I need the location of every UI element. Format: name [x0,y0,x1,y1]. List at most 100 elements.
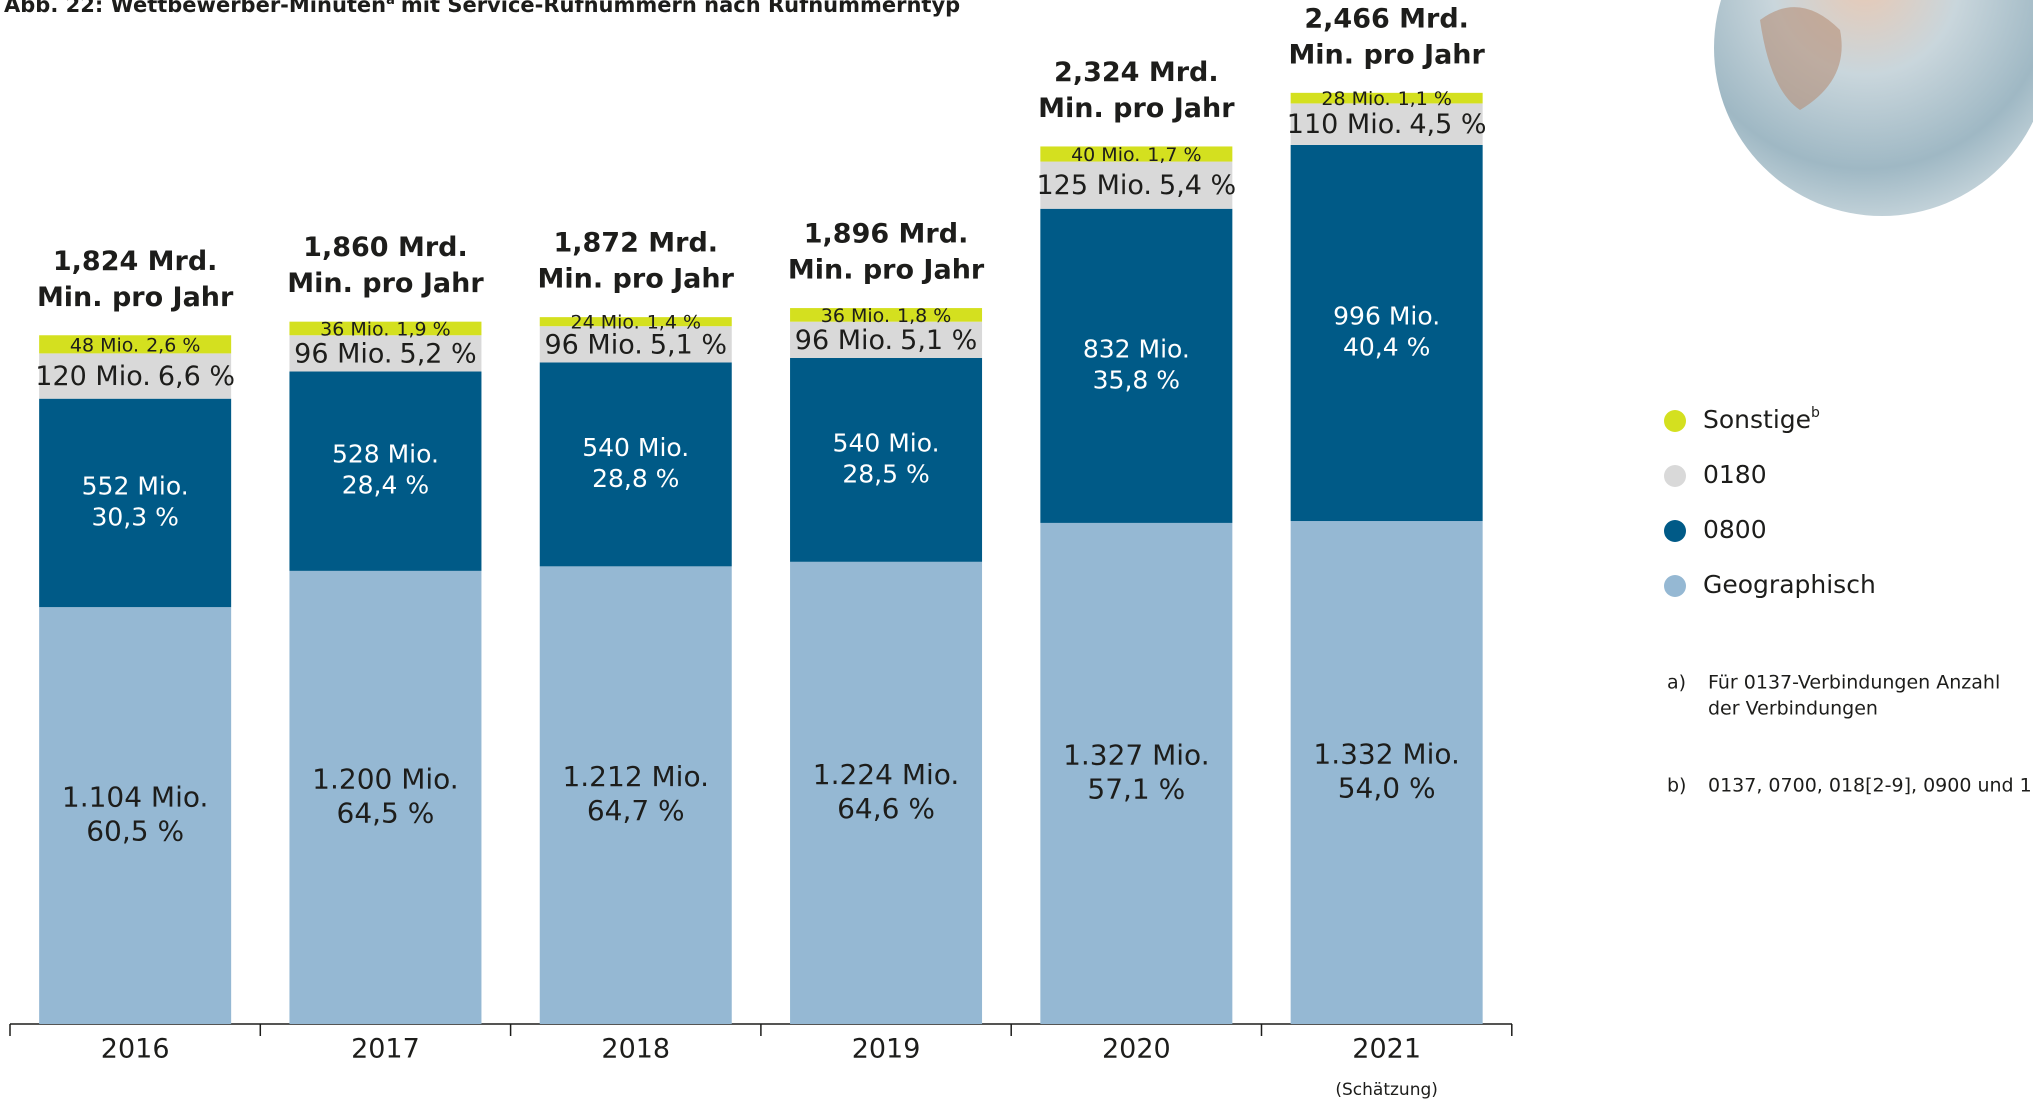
x-tick-label: 2017 [351,1034,420,1065]
segment-share-label: 5,1 % [650,329,727,360]
segment-value-label: 528 Mio. [332,440,439,469]
segment-share-label: 60,5 % [86,815,184,848]
segment-label: 120 Mio.6,6 % [35,361,235,392]
title-sup: a [386,0,395,8]
segment-share-label: 5,1 % [900,324,977,355]
segment-label: 24 Mio. 1,4 % [570,311,701,333]
segment-share-label: 1,8 % [897,304,951,326]
segment-label: 40 Mio. 1,7 % [1071,144,1202,166]
segment-share-label: 5,2 % [400,338,477,369]
legend-swatch [1664,520,1686,542]
segment-share-label: 1,7 % [1147,144,1201,166]
segment-share-label: 64,7 % [587,794,685,827]
segment-share-label: 6,6 % [158,361,235,392]
segment-value-label: 110 Mio. [1287,109,1403,140]
segment-value-label: 96 Mio. [544,329,642,360]
total-label: 1,896 Mrd. [804,219,969,250]
segment-share-label: 1,9 % [396,318,450,340]
segment-value-label: 125 Mio. [1036,170,1152,201]
segment-value-label: 96 Mio. [795,324,893,355]
segment-share-label: 4,5 % [1409,109,1486,140]
total-label: 2,324 Mrd. [1054,57,1219,88]
legend-name: 0800 [1703,515,1767,544]
segment-value-label: 1.212 Mio. [562,760,709,793]
segment-value-label: 996 Mio. [1333,301,1440,330]
total-label: 1,872 Mrd. [553,228,718,259]
legend-swatch [1664,410,1686,432]
legend-label: 0800 [1703,515,1767,544]
segment-value-label: 36 Mio. [821,304,890,326]
segment-label: 28 Mio. 1,1 % [1321,88,1452,110]
total-unit: Min. pro Jahr [37,282,234,313]
segment-value-label: 540 Mio. [582,433,689,462]
total-unit: Min. pro Jahr [287,268,484,299]
segment-value-label: 540 Mio. [833,428,940,457]
segment-share-label: 30,3 % [91,502,178,531]
x-tick-label: 2018 [601,1034,670,1065]
legend-label: Sonstigeb [1703,405,1820,434]
legend-sup: b [1811,405,1820,421]
total-label: 1,860 Mrd. [303,232,468,263]
segment-share-label: 28,4 % [342,471,429,500]
legend-swatch [1664,465,1686,487]
segment-value-label: 24 Mio. [570,311,639,333]
segment-label: 96 Mio.5,1 % [795,324,978,355]
segment-share-label: 28,8 % [592,464,679,493]
segment-value-label: 1.104 Mio. [62,781,209,814]
segment-share-label: 2,6 % [146,334,200,356]
segment-share-label: 35,8 % [1093,365,1180,394]
segment-label: 48 Mio. 2,6 % [70,334,201,356]
segment-value-label: 36 Mio. [320,318,389,340]
segment-share-label: 64,6 % [837,792,935,825]
footnote-text: 0137, 0700, 018[2-9], 0900 und 118 [1708,775,2033,797]
segment-value-label: 48 Mio. [70,334,139,356]
segment-share-label: 40,4 % [1343,332,1430,361]
total-label: 2,466 Mrd. [1304,3,1469,34]
segment-value-label: 1.200 Mio. [312,762,459,795]
segment-value-label: 120 Mio. [35,361,151,392]
chart: Abb. 22: Wettbewerber-Minutena mit Servic… [0,0,2033,1099]
photo [1714,0,2033,216]
segment-value-label: 96 Mio. [294,338,392,369]
segment-share-label: 5,4 % [1159,170,1236,201]
segment-value-label: 1.327 Mio. [1063,738,1210,771]
segment-label: 96 Mio. 5,2 % [294,338,477,369]
segment-share-label: 1,4 % [647,311,701,333]
footnote-text: der Verbindungen [1708,698,1878,720]
segment-label: 110 Mio.4,5 % [1287,109,1487,140]
segment-share-label: 64,5 % [337,796,435,829]
page: Abb. 22: Wettbewerber-Minutena mit Servic… [0,0,2033,1099]
total-unit: Min. pro Jahr [788,255,985,286]
segment-share-label: 1,1 % [1398,88,1452,110]
title-main: Abb. 22: Wettbewerber-Minuten [4,0,386,17]
total-unit: Min. pro Jahr [1288,39,1485,70]
legend-name: Sonstige [1703,405,1811,434]
x-tick-label: 2016 [101,1034,170,1065]
total-unit: Min. pro Jahr [1038,93,1235,124]
segment-value-label: 832 Mio. [1083,334,1190,363]
legend-swatch [1664,575,1686,597]
category-note: (Schätzung) [1335,1080,1438,1099]
segment-value-label: 1.224 Mio. [813,758,960,791]
segment-value-label: 1.332 Mio. [1313,738,1460,771]
legend-name: 0180 [1703,460,1767,489]
segment-label: 36 Mio. 1,9 % [320,318,451,340]
segment-share-label: 57,1 % [1087,772,1185,805]
x-tick-label: 2020 [1102,1034,1171,1065]
footnote-marker: b) [1667,775,1686,797]
segment-value-label: 40 Mio. [1071,144,1140,166]
x-tick-label: 2021 [1352,1034,1421,1065]
segment-label: 125 Mio.5,4 % [1036,170,1236,201]
x-tick-label: 2019 [852,1034,921,1065]
segment-label: 96 Mio. 5,1 % [544,329,727,360]
footnote-text: Für 0137-Verbindungen Anzahl [1708,672,2000,694]
legend-label: Geographisch [1703,570,1876,599]
segment-label: 36 Mio. 1,8 % [821,304,952,326]
title-rest: mit Service-Rufnummern nach Rufnummernty… [401,0,960,17]
total-label: 1,824 Mrd. [53,246,218,277]
segment-value-label: 28 Mio. [1321,88,1390,110]
total-unit: Min. pro Jahr [538,264,735,295]
segment-share-label: 28,5 % [842,459,929,488]
legend-label: 0180 [1703,460,1767,489]
chart-title: Abb. 22: Wettbewerber-Minutena mit Servic… [4,0,960,17]
